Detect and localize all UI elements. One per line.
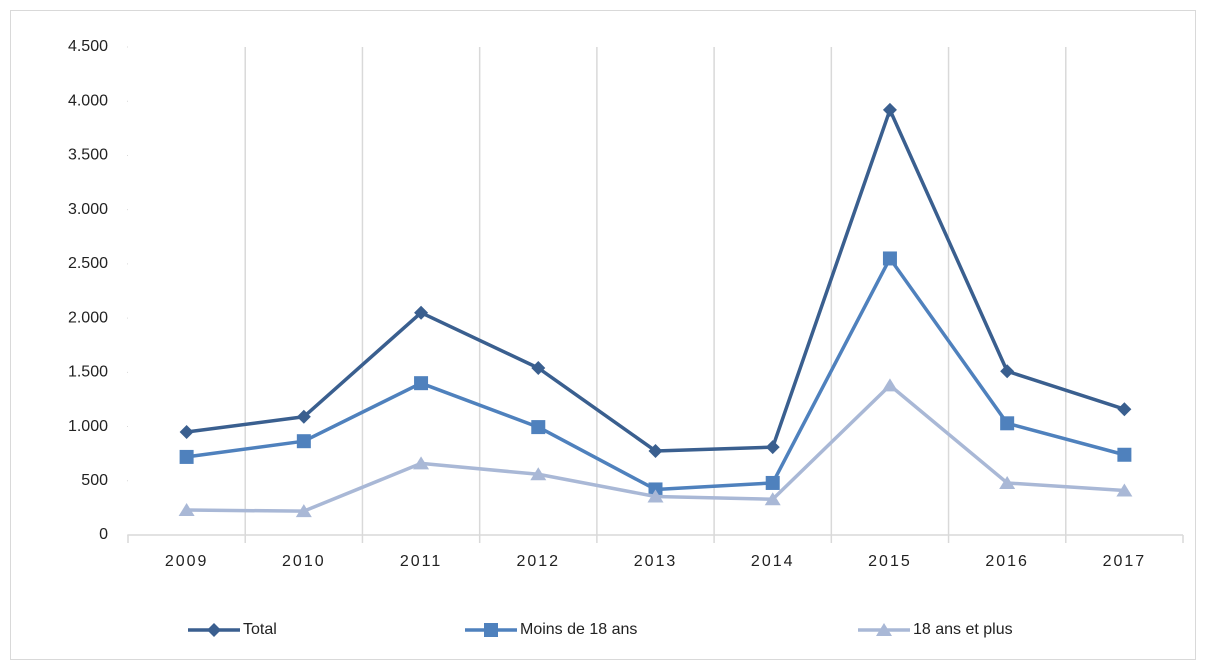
- data-point: [882, 102, 897, 117]
- x-tick-label: 2014: [751, 553, 795, 570]
- data-point: [999, 475, 1016, 489]
- data-point: [765, 475, 780, 490]
- x-tick-label: 2013: [634, 553, 678, 570]
- legend-item: Total: [188, 621, 277, 638]
- data-point: [530, 467, 547, 481]
- y-tick-label: 2.500: [68, 255, 108, 272]
- data-point: [295, 504, 312, 518]
- data-point: [1116, 483, 1133, 497]
- data-point: [1000, 416, 1015, 431]
- legend-label: 18 ans et plus: [913, 621, 1013, 638]
- data-point: [414, 376, 429, 391]
- y-tick-label: 4.000: [68, 92, 108, 109]
- y-tick-label: 4.500: [68, 38, 108, 55]
- data-point: [1117, 402, 1132, 417]
- data-point: [648, 443, 663, 458]
- y-tick-label: 500: [81, 472, 108, 489]
- data-point: [531, 360, 546, 375]
- legend-marker: [876, 623, 892, 636]
- data-point: [764, 492, 781, 506]
- data-point: [178, 503, 195, 517]
- x-tick-label: 2010: [282, 553, 326, 570]
- y-tick-label: 3.500: [68, 147, 108, 164]
- data-point: [647, 489, 664, 503]
- chart-border: [10, 10, 1196, 660]
- x-tick-label: 2009: [165, 553, 209, 570]
- legend-label: Moins de 18 ans: [520, 621, 637, 638]
- data-point: [179, 449, 194, 464]
- y-tick-label: 1.000: [68, 418, 108, 435]
- data-point: [882, 251, 897, 266]
- data-point: [413, 456, 430, 470]
- data-point: [881, 378, 898, 392]
- legend-item: 18 ans et plus: [858, 621, 1013, 638]
- y-tick-label: 3.000: [68, 201, 108, 218]
- x-tick-label: 2011: [400, 553, 442, 570]
- data-point: [648, 482, 663, 497]
- legend-label: Total: [243, 621, 277, 638]
- y-tick-label: 1.500: [68, 364, 108, 381]
- legend-marker: [484, 623, 498, 637]
- data-point: [531, 420, 546, 435]
- x-tick-label: 2012: [516, 553, 560, 570]
- x-tick-label: 2017: [1103, 553, 1147, 570]
- data-point: [414, 305, 429, 320]
- x-tick-label: 2015: [868, 553, 912, 570]
- data-point: [296, 434, 311, 449]
- data-point: [1000, 364, 1015, 379]
- y-tick-label: 2.000: [68, 309, 108, 326]
- legend-item: Moins de 18 ans: [465, 621, 637, 638]
- data-point: [1117, 447, 1132, 462]
- legend-marker: [207, 623, 221, 637]
- data-point: [765, 440, 780, 455]
- data-point: [179, 424, 194, 439]
- data-point: [296, 409, 311, 424]
- x-tick-label: 2016: [985, 553, 1029, 570]
- y-tick-label: 0: [99, 526, 108, 543]
